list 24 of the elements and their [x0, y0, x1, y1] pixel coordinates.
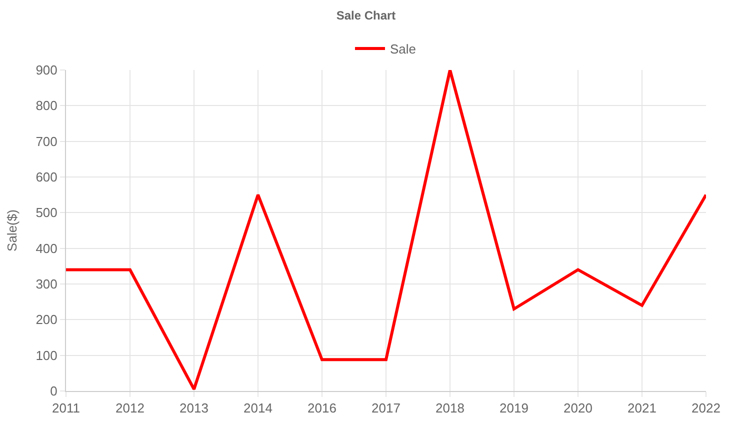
y-tick-label: 700	[36, 134, 58, 149]
y-tick-label: 900	[36, 62, 58, 78]
x-tick-label: 2022	[692, 400, 720, 416]
x-tick-label: 2021	[628, 400, 656, 416]
y-tick-label: 300	[36, 276, 58, 292]
x-tick-label: 2019	[500, 400, 528, 416]
x-tick-label: 2013	[180, 400, 208, 416]
y-tick-label: 500	[36, 205, 58, 220]
x-tick-label: 2017	[372, 400, 400, 416]
x-tick-label: 2016	[308, 400, 336, 416]
y-tick-label: 0	[50, 384, 58, 399]
x-tick-label: 2020	[564, 400, 592, 416]
y-tick-label: 600	[36, 170, 58, 185]
y-tick-label: 200	[36, 312, 58, 328]
y-tick-label: 100	[36, 348, 58, 363]
x-tick-label: 2011	[52, 400, 80, 416]
y-tick-label: 800	[36, 98, 58, 114]
y-tick-label: 400	[36, 240, 58, 256]
x-tick-label: 2012	[116, 400, 144, 416]
x-tick-label: 2018	[436, 400, 464, 416]
legend-label: Sale	[390, 42, 416, 57]
x-tick-label: 2014	[244, 400, 272, 416]
y-axis-title: Sale($)	[4, 210, 20, 252]
chart-title: Sale Chart	[336, 8, 396, 22]
